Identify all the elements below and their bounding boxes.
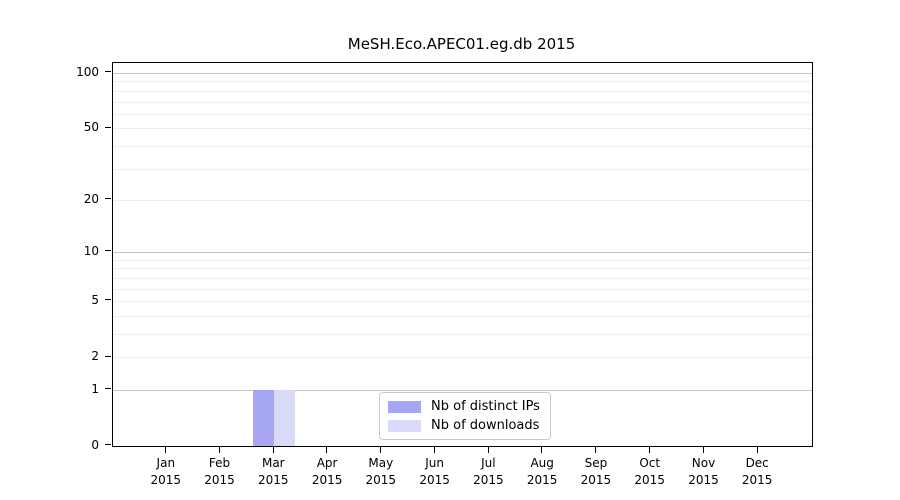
chart-title: MeSH.Eco.APEC01.eg.db 2015 — [347, 35, 576, 53]
x-tick-label: Nov 2015 — [688, 456, 719, 487]
y-axis-tick — [105, 198, 111, 200]
gridline-minor — [113, 113, 812, 115]
x-axis-tick — [272, 447, 274, 453]
y-axis-tick — [105, 126, 111, 128]
x-axis-tick — [433, 447, 435, 453]
x-tick-label: Dec 2015 — [741, 456, 773, 487]
gridline-minor — [113, 277, 812, 279]
legend-label-distinct-ips: Nb of distinct IPs — [431, 399, 540, 414]
y-tick-label: 0 — [91, 438, 99, 452]
gridline-minor — [113, 81, 812, 83]
y-tick-label: 100 — [76, 65, 99, 79]
x-axis-tick — [218, 447, 220, 453]
gridline-minor — [113, 259, 812, 261]
legend-item-downloads: Nb of downloads — [388, 418, 540, 433]
legend-item-distinct-ips: Nb of distinct IPs — [388, 399, 540, 414]
bar-nb-of-distinct-ips — [253, 390, 275, 446]
y-tick-label: 5 — [91, 293, 99, 308]
y-axis-tick — [105, 250, 111, 252]
x-tick-label: Jan 2015 — [150, 456, 182, 487]
gridline-major — [113, 252, 812, 254]
x-axis-tick — [648, 447, 650, 453]
y-axis-tick — [105, 388, 111, 390]
x-tick-label: Jul 2015 — [473, 456, 504, 487]
y-tick-label: 50 — [83, 120, 99, 135]
gridline-minor — [113, 357, 812, 359]
gridline-minor — [113, 268, 812, 270]
x-axis-tick — [487, 447, 489, 453]
x-axis-tick — [165, 447, 166, 453]
gridline-minor — [113, 101, 812, 103]
x-tick-label: Aug 2015 — [526, 456, 558, 487]
gridline-minor — [113, 128, 812, 130]
gridline-minor — [113, 90, 812, 92]
x-tick-label: Feb 2015 — [204, 456, 235, 487]
x-tick-label: Oct 2015 — [634, 456, 665, 487]
gridline-minor — [113, 168, 812, 170]
gridline-minor — [113, 315, 812, 317]
y-tick-label: 2 — [91, 349, 99, 364]
gridline-major — [113, 390, 812, 391]
y-tick-label: 1 — [91, 382, 99, 396]
plot-area: Nb of distinct IPs Nb of downloads — [112, 62, 813, 447]
y-axis-tick — [105, 299, 111, 301]
gridline-minor — [113, 199, 812, 201]
x-axis-tick — [756, 447, 758, 453]
x-tick-label: Jun 2015 — [419, 456, 450, 487]
y-axis-tick — [105, 355, 111, 357]
x-tick-label: Mar 2015 — [258, 456, 289, 487]
gridline-minor — [113, 334, 812, 335]
gridline-minor — [113, 301, 812, 303]
y-axis-tick — [105, 444, 111, 446]
y-tick-label: 20 — [83, 191, 99, 206]
x-tick-label: May 2015 — [365, 456, 397, 487]
x-axis-tick — [541, 447, 543, 453]
x-tick-label: Sep 2015 — [580, 456, 612, 487]
legend-swatch-downloads-icon — [388, 419, 421, 432]
x-axis-tick — [326, 447, 328, 453]
legend-label-downloads: Nb of downloads — [431, 418, 540, 433]
x-axis-tick — [380, 447, 382, 453]
gridline-minor — [113, 145, 812, 147]
y-axis-tick — [105, 71, 111, 73]
y-tick-label: 10 — [83, 244, 99, 259]
legend: Nb of distinct IPs Nb of downloads — [379, 392, 551, 440]
bar-nb-of-downloads — [274, 390, 296, 446]
gridline-major — [113, 73, 812, 74]
x-axis-tick — [702, 447, 704, 453]
gridline-minor — [113, 288, 812, 290]
x-axis-tick — [595, 447, 597, 453]
x-tick-label: Apr 2015 — [311, 456, 343, 487]
legend-swatch-distinct-ips-icon — [388, 400, 421, 413]
